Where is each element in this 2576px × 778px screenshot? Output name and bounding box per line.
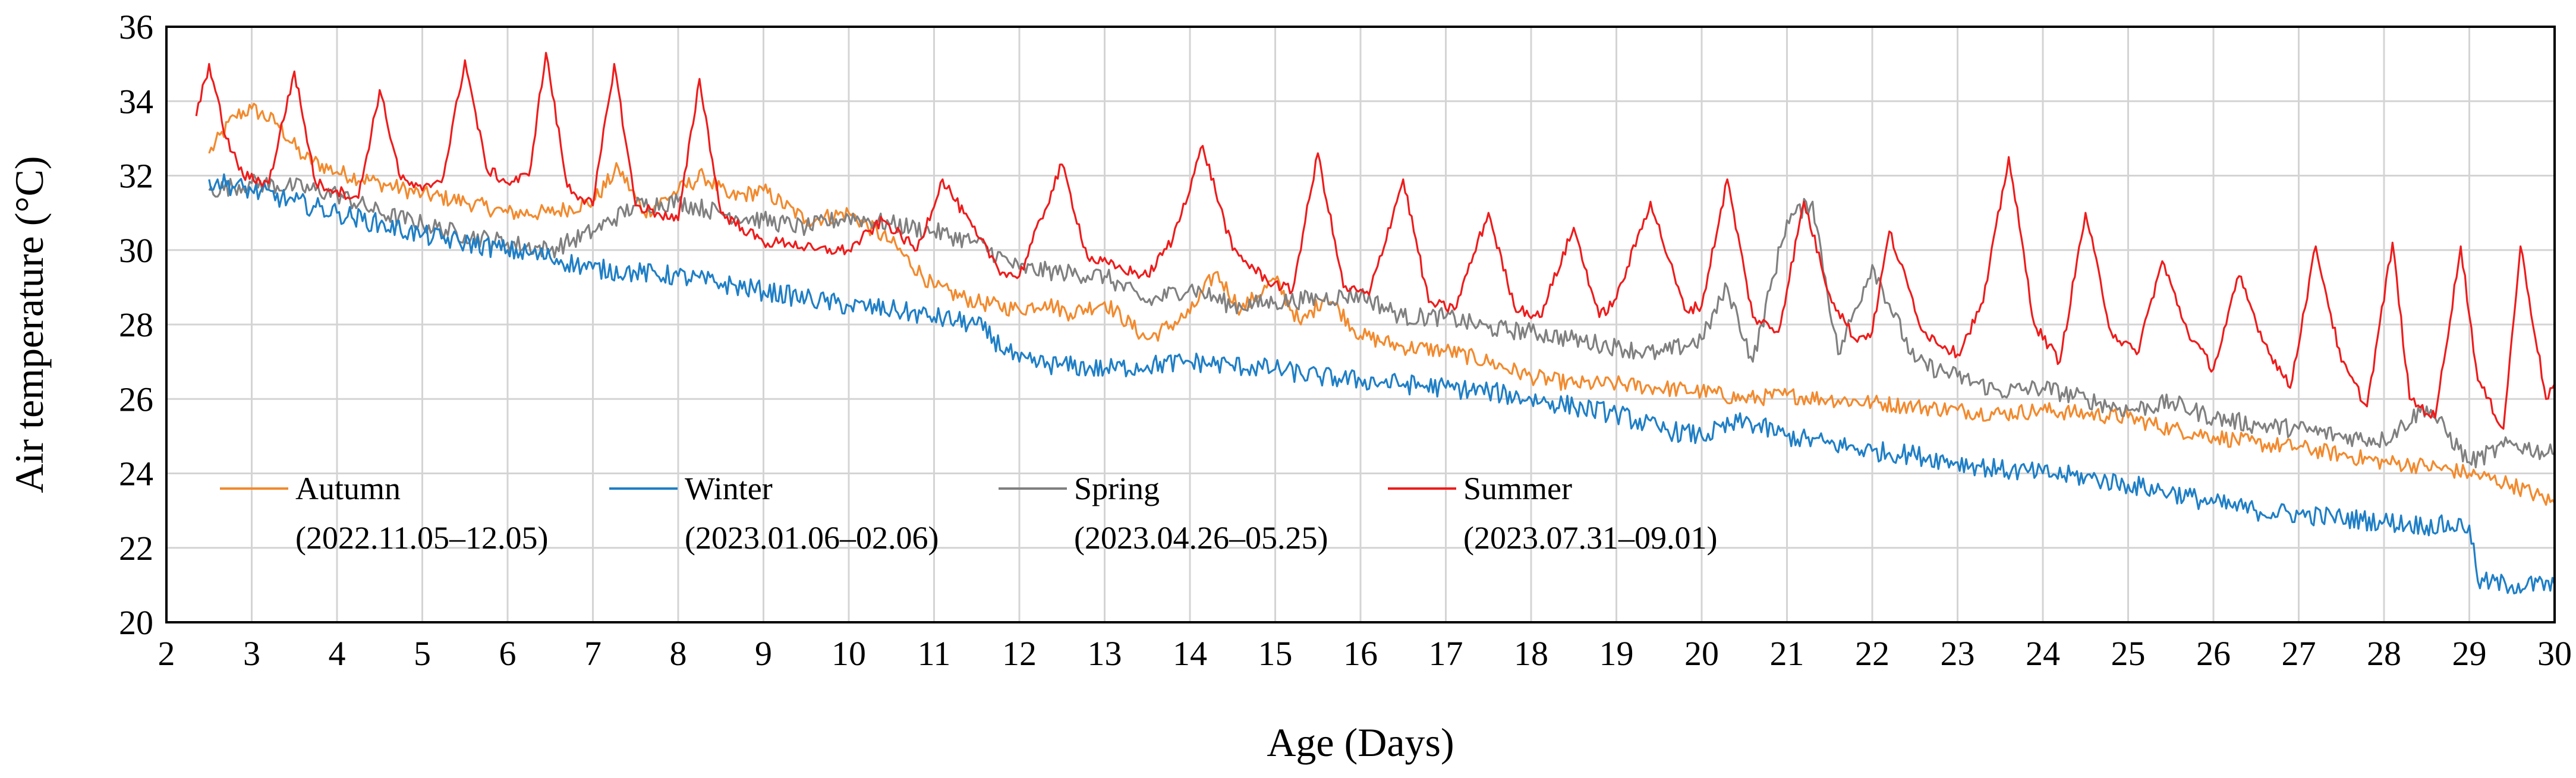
x-tick-label: 14 [1173, 634, 1207, 673]
x-tick-label: 22 [1855, 634, 1890, 673]
legend-period-spring: (2023.04.26–05.25) [1074, 520, 1328, 556]
y-tick-label: 22 [119, 529, 153, 568]
legend-period-summer: (2023.07.31–09.01) [1463, 520, 1717, 556]
x-tick-label: 29 [2452, 634, 2487, 673]
legend-period-winter: (2023.01.06–02.06) [685, 520, 939, 556]
y-tick-label: 20 [119, 603, 153, 642]
x-tick-label: 9 [755, 634, 772, 673]
x-tick-label: 24 [2026, 634, 2060, 673]
legend-label-summer: Summer [1463, 471, 1572, 506]
x-tick-label: 12 [1002, 634, 1037, 673]
x-tick-label: 3 [243, 634, 260, 673]
y-axis-title: Air temperature (°C) [7, 156, 52, 493]
x-tick-label: 2 [158, 634, 175, 673]
legend-label-spring: Spring [1074, 471, 1160, 506]
x-tick-label: 27 [2282, 634, 2316, 673]
x-tick-label: 21 [1770, 634, 1805, 673]
y-tick-label: 24 [119, 455, 153, 493]
y-tick-label: 36 [119, 8, 153, 46]
x-tick-label: 17 [1429, 634, 1463, 673]
legend-period-autumn: (2022.11.05–12.05) [295, 520, 548, 556]
x-axis-title: Age (Days) [1267, 720, 1454, 765]
x-tick-labels: 2 3 4 5 6 7 8 9 10 11 12 13 14 15 16 17 18 19 20 21 22 23 24 25… [158, 634, 2572, 673]
y-tick-label: 30 [119, 231, 153, 270]
x-tick-label: 23 [1941, 634, 1975, 673]
y-tick-label: 34 [119, 82, 153, 121]
x-tick-label: 4 [329, 634, 346, 673]
x-tick-label: 20 [1684, 634, 1719, 673]
series-line-autumn [208, 102, 2556, 506]
x-tick-label: 25 [2111, 634, 2146, 673]
x-tick-label: 16 [1343, 634, 1378, 673]
x-tick-label: 18 [1514, 634, 1548, 673]
x-tick-label: 30 [2537, 634, 2572, 673]
x-tick-label: 15 [1258, 634, 1293, 673]
plot-frame [165, 26, 2556, 623]
y-tick-label: 26 [119, 380, 153, 418]
x-tick-label: 8 [670, 634, 687, 673]
y-tick-label: 32 [119, 157, 153, 196]
x-tick-label: 6 [499, 634, 517, 673]
y-tick-label: 28 [119, 305, 153, 344]
x-tick-label: 13 [1088, 634, 1122, 673]
x-tick-label: 7 [584, 634, 602, 673]
y-tick-labels: 20 22 24 26 28 30 32 34 36 [119, 8, 153, 642]
x-tick-label: 26 [2196, 634, 2231, 673]
series-line-winter [208, 173, 2556, 595]
legend-label-autumn: Autumn [295, 471, 401, 506]
x-tick-label: 28 [2367, 634, 2401, 673]
legend-label-winter: Winter [685, 471, 773, 506]
series-layer [195, 52, 2556, 595]
series-line-spring [208, 174, 2555, 469]
x-tick-label: 5 [414, 634, 431, 673]
legend: Autumn (2022.11.05–12.05) Winter (2023.01.0… [220, 471, 1717, 556]
series-line-summer [195, 52, 2556, 430]
x-tick-label: 19 [1599, 634, 1634, 673]
x-tick-label: 11 [918, 634, 951, 673]
x-tick-label: 10 [832, 634, 866, 673]
